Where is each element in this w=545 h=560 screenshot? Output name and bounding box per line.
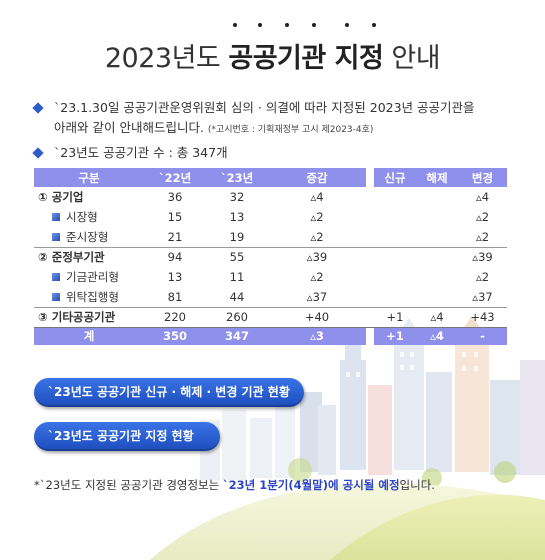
table-total-row: 계 350 347 ▵3 +1 ▵4 -: [34, 326, 507, 345]
header-2023: `23년: [206, 168, 268, 187]
table-row: ② 준정부기관 94 55 ▵39 ▵39: [34, 246, 507, 267]
institution-count-table: 구분 `22년 `23년 증감 신규 해제 변경 ① 공기업 36 32 ▵4 …: [34, 168, 507, 345]
square-bullet-icon: [52, 213, 60, 221]
table-row: 기금관리형 13 11 ▵2 ▵2: [34, 267, 507, 287]
table-header-row: 구분 `22년 `23년 증감 신규 해제 변경: [34, 168, 507, 187]
header-2022: `22년: [144, 168, 206, 187]
bullet-1-line-1: `23.1.30일 공공기관운영위원회 심의 · 의결에 따라 지정된 2023…: [54, 100, 475, 115]
page-title: 2023년도 공공기관 지정 안내: [0, 36, 545, 75]
header-gap: [366, 168, 374, 187]
header-released: 해제: [416, 168, 458, 187]
table-row: ③ 기타공공기관 220 260 +40 +1 ▵4 +43: [34, 306, 507, 327]
square-bullet-icon: [52, 273, 60, 281]
designation-status-button[interactable]: `23년도 공공기관 지정 현황: [34, 422, 220, 451]
title-suffix: 안내: [391, 43, 441, 74]
table-row: ① 공기업 36 32 ▵4 ▵4: [38, 190, 490, 204]
button-label: `23년도 공공기관 신규 · 해제 · 변경 기관 현황: [48, 385, 290, 399]
footnote-suffix: 입니다.: [399, 478, 435, 492]
button-label: `23년도 공공기관 지정 현황: [48, 429, 194, 443]
square-bullet-icon: [52, 292, 60, 301]
header-change: 증감: [268, 168, 366, 187]
title-emphasis: 공공기관 지정: [228, 43, 384, 74]
notice-number-note: (*고시번호 : 기획재정부 고시 제2023-4호): [207, 125, 374, 135]
institution-count-text: `23년도 공공기관 수 : 총 347개: [54, 145, 228, 160]
footnote-highlight: `23년 1분기(4월말)에 공시될 예정: [222, 478, 400, 492]
header-new: 신규: [374, 168, 416, 187]
footnote-prefix: *`23년도 지정된 공공기관 경영정보는: [34, 478, 223, 492]
table-row: 준시장형 21 19 ▵2 ▵2: [34, 227, 507, 247]
title-year: 2023년도: [104, 43, 221, 74]
header-category: 구분: [34, 168, 144, 187]
bullet-1-line-2: 아래와 같이 안내해드립니다.: [54, 120, 204, 135]
table-row: 시장형 15 13 ▵2 ▵2: [34, 207, 507, 227]
table-row: 위탁집행형 81 44 ▵37 ▵37: [34, 287, 507, 307]
square-bullet-icon: [52, 232, 60, 241]
new-released-changed-institutions-button[interactable]: `23년도 공공기관 신규 · 해제 · 변경 기관 현황: [34, 378, 304, 407]
footnote: *`23년도 지정된 공공기관 경영정보는 `23년 1분기(4월말)에 공시될…: [34, 477, 435, 493]
header-modified: 변경: [458, 168, 507, 187]
